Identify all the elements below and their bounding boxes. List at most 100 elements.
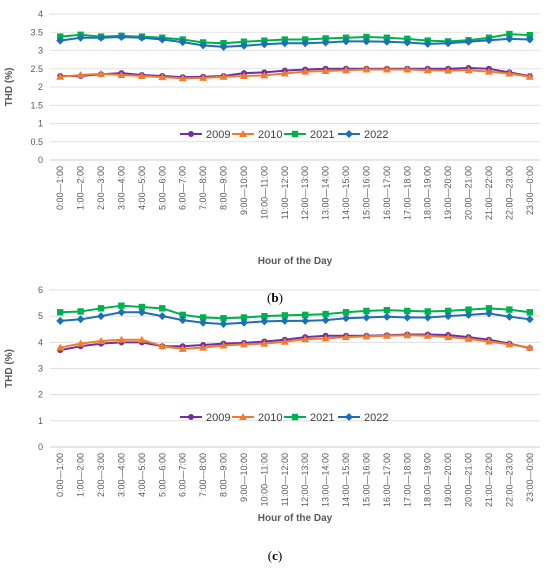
legend-item-2021: 2021: [284, 129, 334, 141]
data-point: [525, 72, 534, 80]
x-tick-label: 10:00—11:00: [259, 453, 269, 506]
data-point: [302, 311, 309, 319]
data-point: [444, 307, 452, 315]
x-tick-label: 8:00—9:00: [219, 166, 229, 210]
legend-item-2009: 2009: [180, 412, 230, 424]
x-tick-label: 22:00—23:00: [504, 166, 514, 220]
data-point: [219, 320, 228, 329]
data-point: [158, 342, 167, 350]
legend-label: 2009: [206, 129, 230, 141]
data-point: [444, 333, 453, 341]
data-point: [280, 69, 289, 77]
data-point: [291, 130, 299, 138]
data-point: [281, 312, 288, 319]
x-tick-label: 20:00—21:00: [464, 166, 474, 220]
legend-label: 2022: [364, 129, 388, 141]
data-point: [321, 316, 330, 325]
data-point: [363, 33, 370, 41]
data-point: [178, 38, 187, 47]
x-tick-label: 5:00—6:00: [157, 166, 167, 210]
series-2022: [56, 308, 534, 329]
x-tick-label: 0:00—1:00: [55, 166, 65, 210]
series-2010: [56, 65, 534, 82]
data-point: [219, 42, 228, 51]
y-tick-label: 1.5: [30, 100, 43, 110]
legend-item-2009: 2009: [180, 129, 230, 141]
y-tick-label: 0: [38, 442, 43, 452]
data-point: [322, 310, 329, 318]
data-point: [342, 314, 351, 323]
data-point: [301, 39, 310, 48]
data-point: [280, 39, 289, 48]
data-point: [220, 315, 227, 322]
y-axis-title: THD (%): [4, 68, 15, 107]
data-point: [526, 309, 533, 316]
data-point: [403, 38, 412, 47]
data-point: [178, 316, 187, 325]
x-tick-label: 17:00—18:00: [402, 166, 412, 220]
legend-item-2022: 2022: [338, 412, 388, 424]
data-point: [137, 72, 146, 80]
data-point: [240, 314, 248, 321]
x-tick-label: 19:00—20:00: [443, 166, 453, 220]
y-tick-label: 2.5: [30, 64, 43, 74]
data-point: [199, 73, 208, 81]
data-point: [423, 313, 432, 322]
data-point: [158, 312, 167, 321]
data-point: [239, 318, 248, 327]
x-tick-label: 13:00—14:00: [321, 166, 331, 220]
x-tick-label: 9:00—10:00: [239, 166, 249, 215]
data-point: [484, 309, 493, 318]
data-point: [424, 308, 431, 315]
legend-item-2021: 2021: [284, 412, 334, 424]
data-point: [158, 35, 167, 44]
x-tick-label: 4:00—5:00: [137, 166, 147, 210]
x-tick-label: 6:00—7:00: [178, 453, 188, 497]
data-point: [76, 315, 85, 324]
data-point: [117, 32, 126, 41]
data-point: [188, 131, 194, 137]
x-tick-label: 10:00—11:00: [259, 166, 269, 219]
x-tick-label: 7:00—8:00: [198, 453, 208, 497]
y-tick-label: 4: [38, 9, 43, 19]
data-point: [484, 36, 493, 45]
x-axis-title: Hour of the Day: [258, 256, 333, 267]
data-point: [322, 35, 329, 42]
data-point: [97, 33, 106, 42]
series-line-2010: [60, 68, 530, 80]
x-tick-label: 1:00—2:00: [76, 166, 86, 210]
x-tick-label: 15:00—16:00: [361, 166, 371, 220]
data-point: [382, 331, 391, 339]
data-point: [280, 316, 289, 325]
x-tick-label: 11:00—12:00: [280, 453, 290, 506]
data-point: [403, 331, 412, 339]
x-tick-label: 16:00—17:00: [382, 453, 392, 507]
x-axis-title: Hour of the Day: [258, 513, 333, 524]
series-line-2022: [60, 35, 530, 48]
x-tick-label: 6:00—7:00: [178, 166, 188, 210]
data-point: [56, 72, 65, 80]
x-tick-label: 2:00—3:00: [96, 166, 106, 210]
x-tick-label: 5:00—6:00: [157, 453, 167, 497]
x-tick-label: 4:00—5:00: [137, 453, 147, 497]
legend-label: 2021: [310, 129, 334, 141]
data-point: [321, 334, 330, 342]
data-point: [178, 344, 187, 352]
data-point: [382, 312, 391, 321]
data-point: [76, 70, 85, 78]
y-tick-label: 2: [38, 390, 43, 400]
data-point: [57, 33, 64, 40]
legend-label: 2021: [310, 412, 334, 424]
data-point: [505, 340, 514, 348]
x-tick-label: 12:00—13:00: [300, 453, 310, 507]
x-tick-label: 15:00—16:00: [361, 453, 371, 507]
data-point: [117, 308, 126, 317]
x-tick-label: 3:00—4:00: [116, 453, 126, 497]
data-point: [219, 72, 228, 80]
data-point: [383, 34, 391, 41]
x-tick-label: 16:00—17:00: [382, 166, 392, 220]
data-point: [342, 66, 351, 74]
series-2022: [56, 32, 534, 51]
legend-label: 2010: [258, 412, 282, 424]
